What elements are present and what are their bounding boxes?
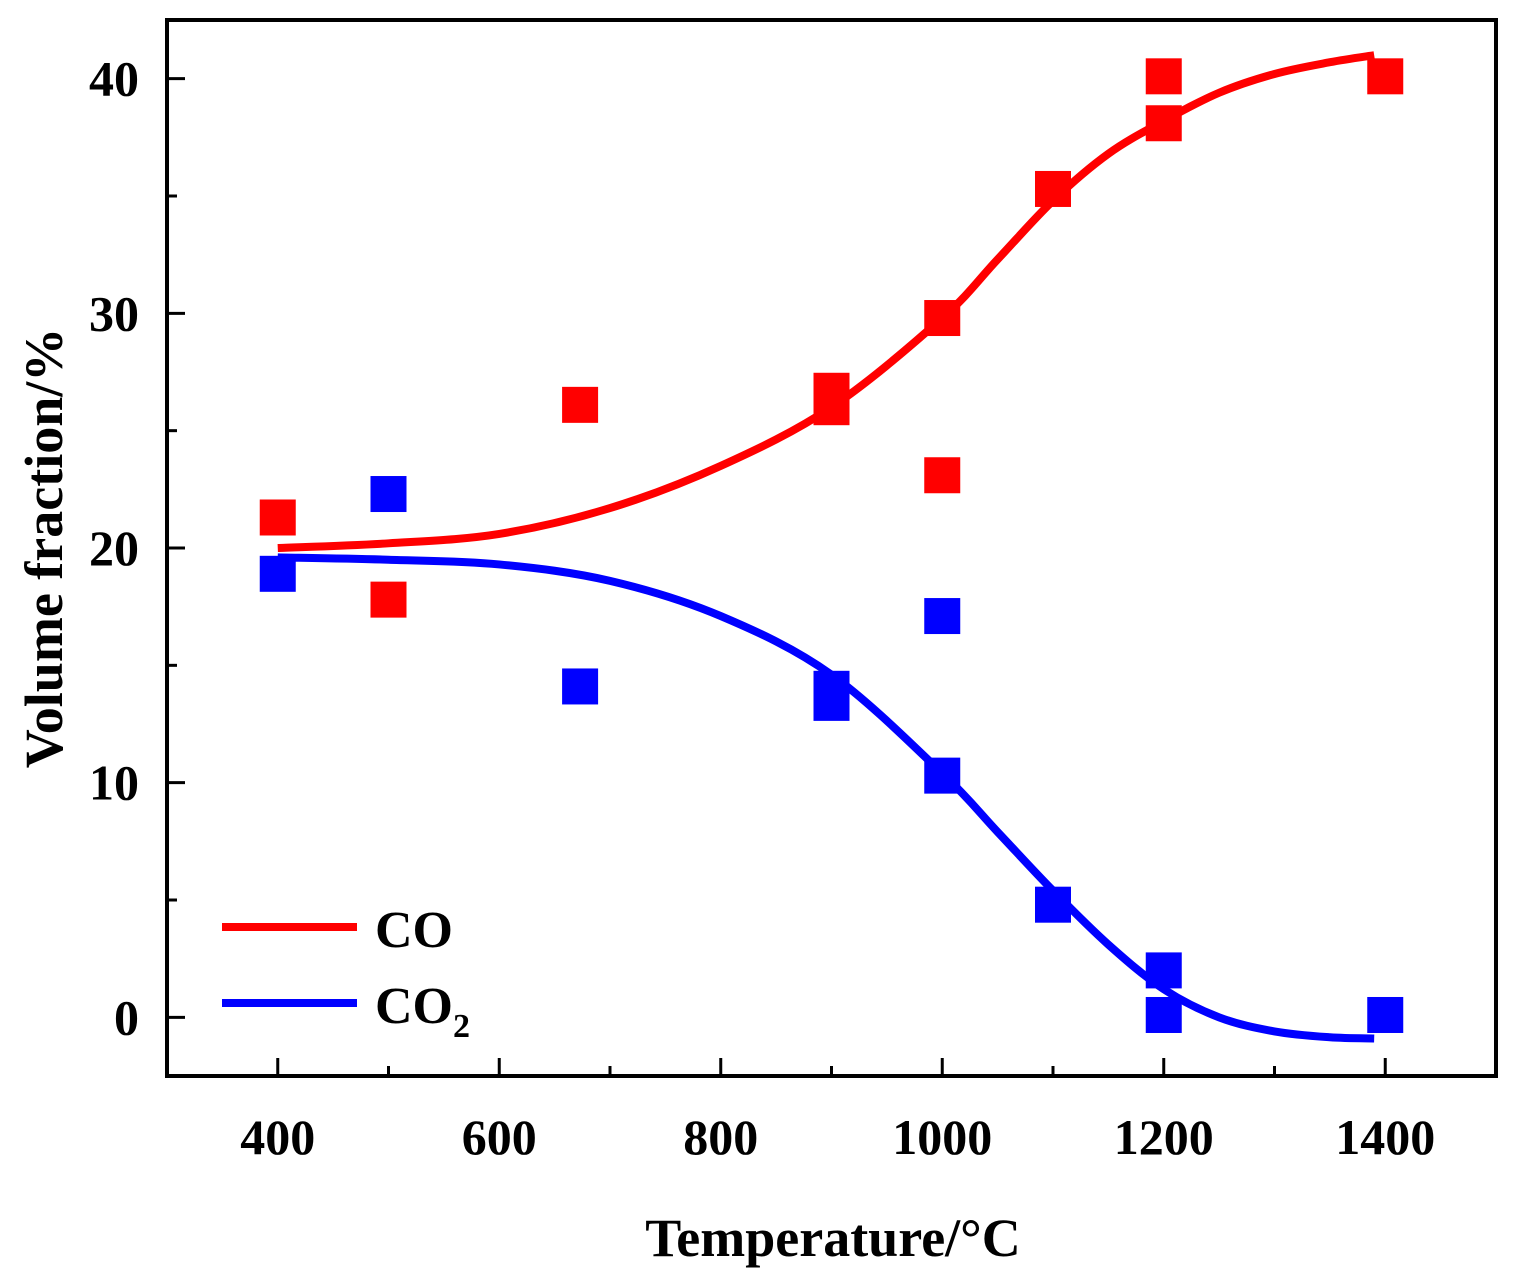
data-point-co [924,300,961,337]
data-point-co [370,581,407,618]
tick-labels: 400 600 800 1000 1200 1400 0 10 20 30 40 [89,51,1435,1165]
data-point-co [1145,58,1182,95]
fit-curves [277,51,1375,1043]
data-point-co2 [813,670,850,707]
data-point-co [259,499,296,536]
x-axis-title: Temperature/°C [645,1208,1021,1268]
fit-curve-co [277,51,1375,552]
y-tick-label: 40 [89,51,139,107]
x-tick-label: 600 [462,1109,537,1165]
x-tick-label: 1200 [1114,1109,1214,1165]
y-tick-label: 20 [89,520,139,576]
data-point-co2 [924,598,961,635]
x-tick-label: 800 [683,1109,758,1165]
data-point-co [1367,58,1404,95]
data-point-co [1035,170,1071,207]
x-tick-label: 1400 [1335,1109,1435,1165]
y-tick-label: 0 [114,989,139,1045]
x-tick-label: 1000 [892,1109,992,1165]
data-point-co2 [924,757,961,794]
data-point-co2 [259,555,296,592]
data-point-co [562,386,599,423]
data-point-co2 [562,668,599,705]
y-tick-label: 30 [89,285,139,341]
data-point-co2 [1035,886,1071,923]
data-point-co [924,457,961,494]
data-point-co2 [1367,996,1404,1033]
x-tick-label: 400 [240,1109,315,1165]
legend: CO CO2 [222,902,470,1045]
y-axis-title: Volume fraction/% [14,328,74,768]
legend-label-co: CO [375,902,453,959]
legend-label-co2: CO2 [375,978,470,1045]
tick-marks [167,77,1387,1076]
y-tick-label: 10 [89,755,139,811]
data-point-co2 [370,476,407,513]
data-point-co [813,389,850,426]
data-point-co [1145,105,1182,142]
data-markers [259,58,1404,1033]
data-point-co2 [1145,996,1182,1033]
fit-curve-co2 [277,553,1375,1043]
data-point-co2 [1145,952,1182,989]
